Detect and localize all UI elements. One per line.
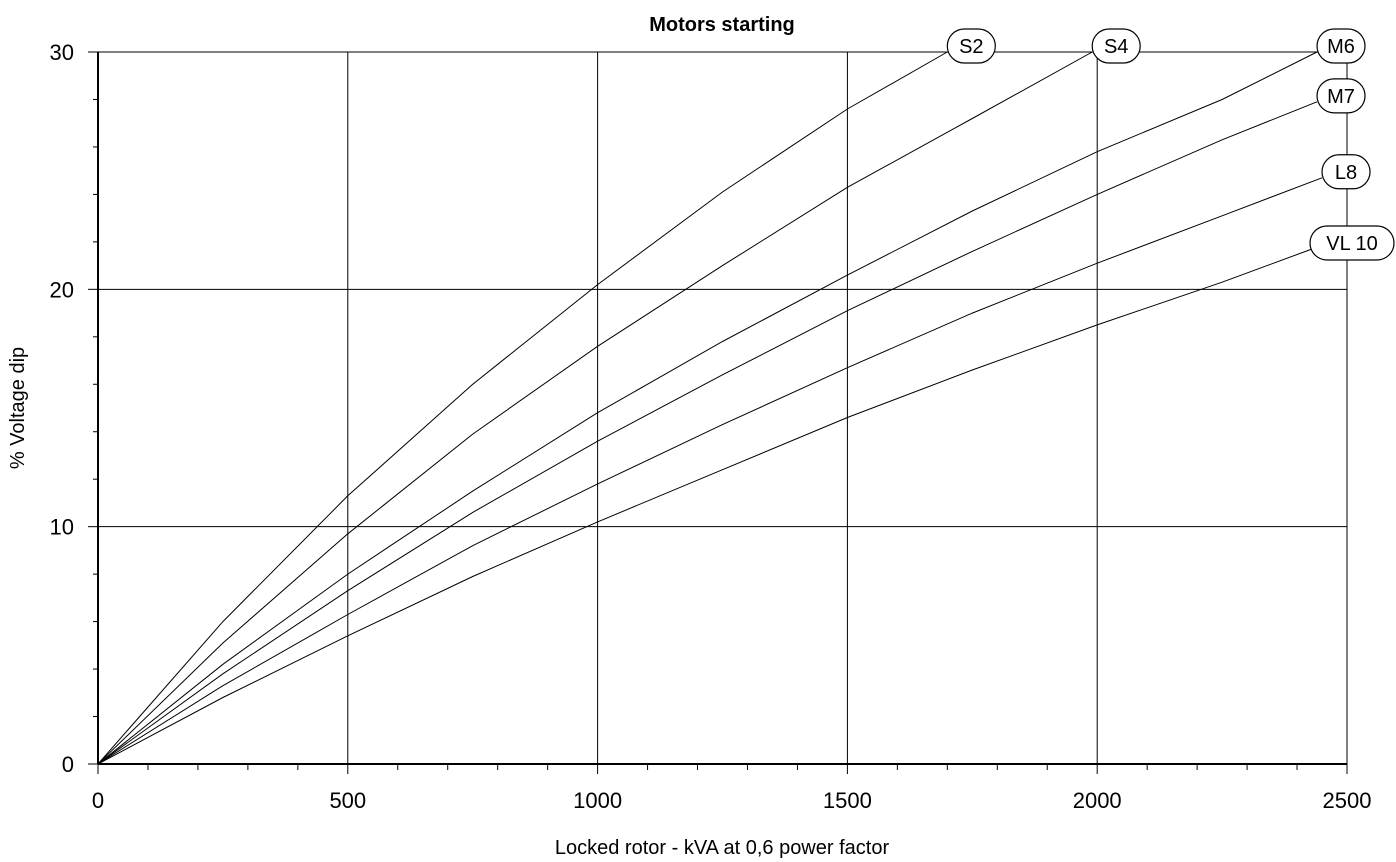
series-label-l8: L8 [1321, 154, 1371, 190]
series-line-m6 [97, 51, 1318, 765]
y-axis-label: % Voltage dip [7, 347, 29, 469]
series-label-text: S4 [1104, 36, 1128, 58]
series-line-vl-10 [97, 248, 1313, 765]
series-label-pill [946, 28, 996, 64]
series-label-text: L8 [1335, 162, 1357, 184]
x-tick-label: 2500 [1323, 788, 1372, 813]
y-tick-label: 30 [50, 40, 74, 65]
x-tick-label: 1500 [823, 788, 872, 813]
series-label-text: VL 10 [1326, 233, 1378, 255]
curve-layer [97, 51, 1323, 765]
y-tick-label: 0 [62, 752, 74, 777]
x-axis-label: Locked rotor - kVA at 0,6 power factor [555, 837, 890, 859]
grid-layer [98, 51, 1348, 764]
series-line-s2 [97, 51, 948, 765]
label-layer: S2 S4 M6 M7 L8 VL 10 [946, 28, 1395, 261]
series-label-m7: M7 [1316, 78, 1366, 114]
x-tick-label: 500 [329, 788, 366, 813]
series-label-text: M6 [1327, 36, 1355, 58]
series-line-m7 [97, 101, 1318, 765]
axis-layer [88, 51, 1348, 774]
series-label-s2: S2 [946, 28, 996, 64]
series-line-l8 [97, 177, 1323, 765]
series-label-pill [1321, 154, 1371, 190]
series-label-pill [1309, 225, 1395, 261]
chart-title: Motors starting [649, 14, 795, 36]
series-label-m6: M6 [1316, 28, 1366, 64]
series-label-text: M7 [1327, 86, 1355, 108]
tick-label-layer: 0 500 1000 1500 2000 2500 0 10 20 30 [50, 40, 1372, 813]
series-line-s4 [97, 51, 1093, 765]
series-label-vl-10: VL 10 [1309, 225, 1395, 261]
series-label-pill [1316, 78, 1366, 114]
series-label-pill [1316, 28, 1366, 64]
series-label-text: S2 [959, 36, 983, 58]
x-tick-label: 2000 [1073, 788, 1122, 813]
y-tick-label: 10 [50, 515, 74, 540]
series-label-pill [1091, 28, 1141, 64]
x-tick-label: 1000 [573, 788, 622, 813]
series-label-s4: S4 [1091, 28, 1141, 64]
minor-tick-layer [93, 98, 1298, 770]
x-tick-label: 0 [92, 788, 104, 813]
y-tick-label: 20 [50, 277, 74, 302]
